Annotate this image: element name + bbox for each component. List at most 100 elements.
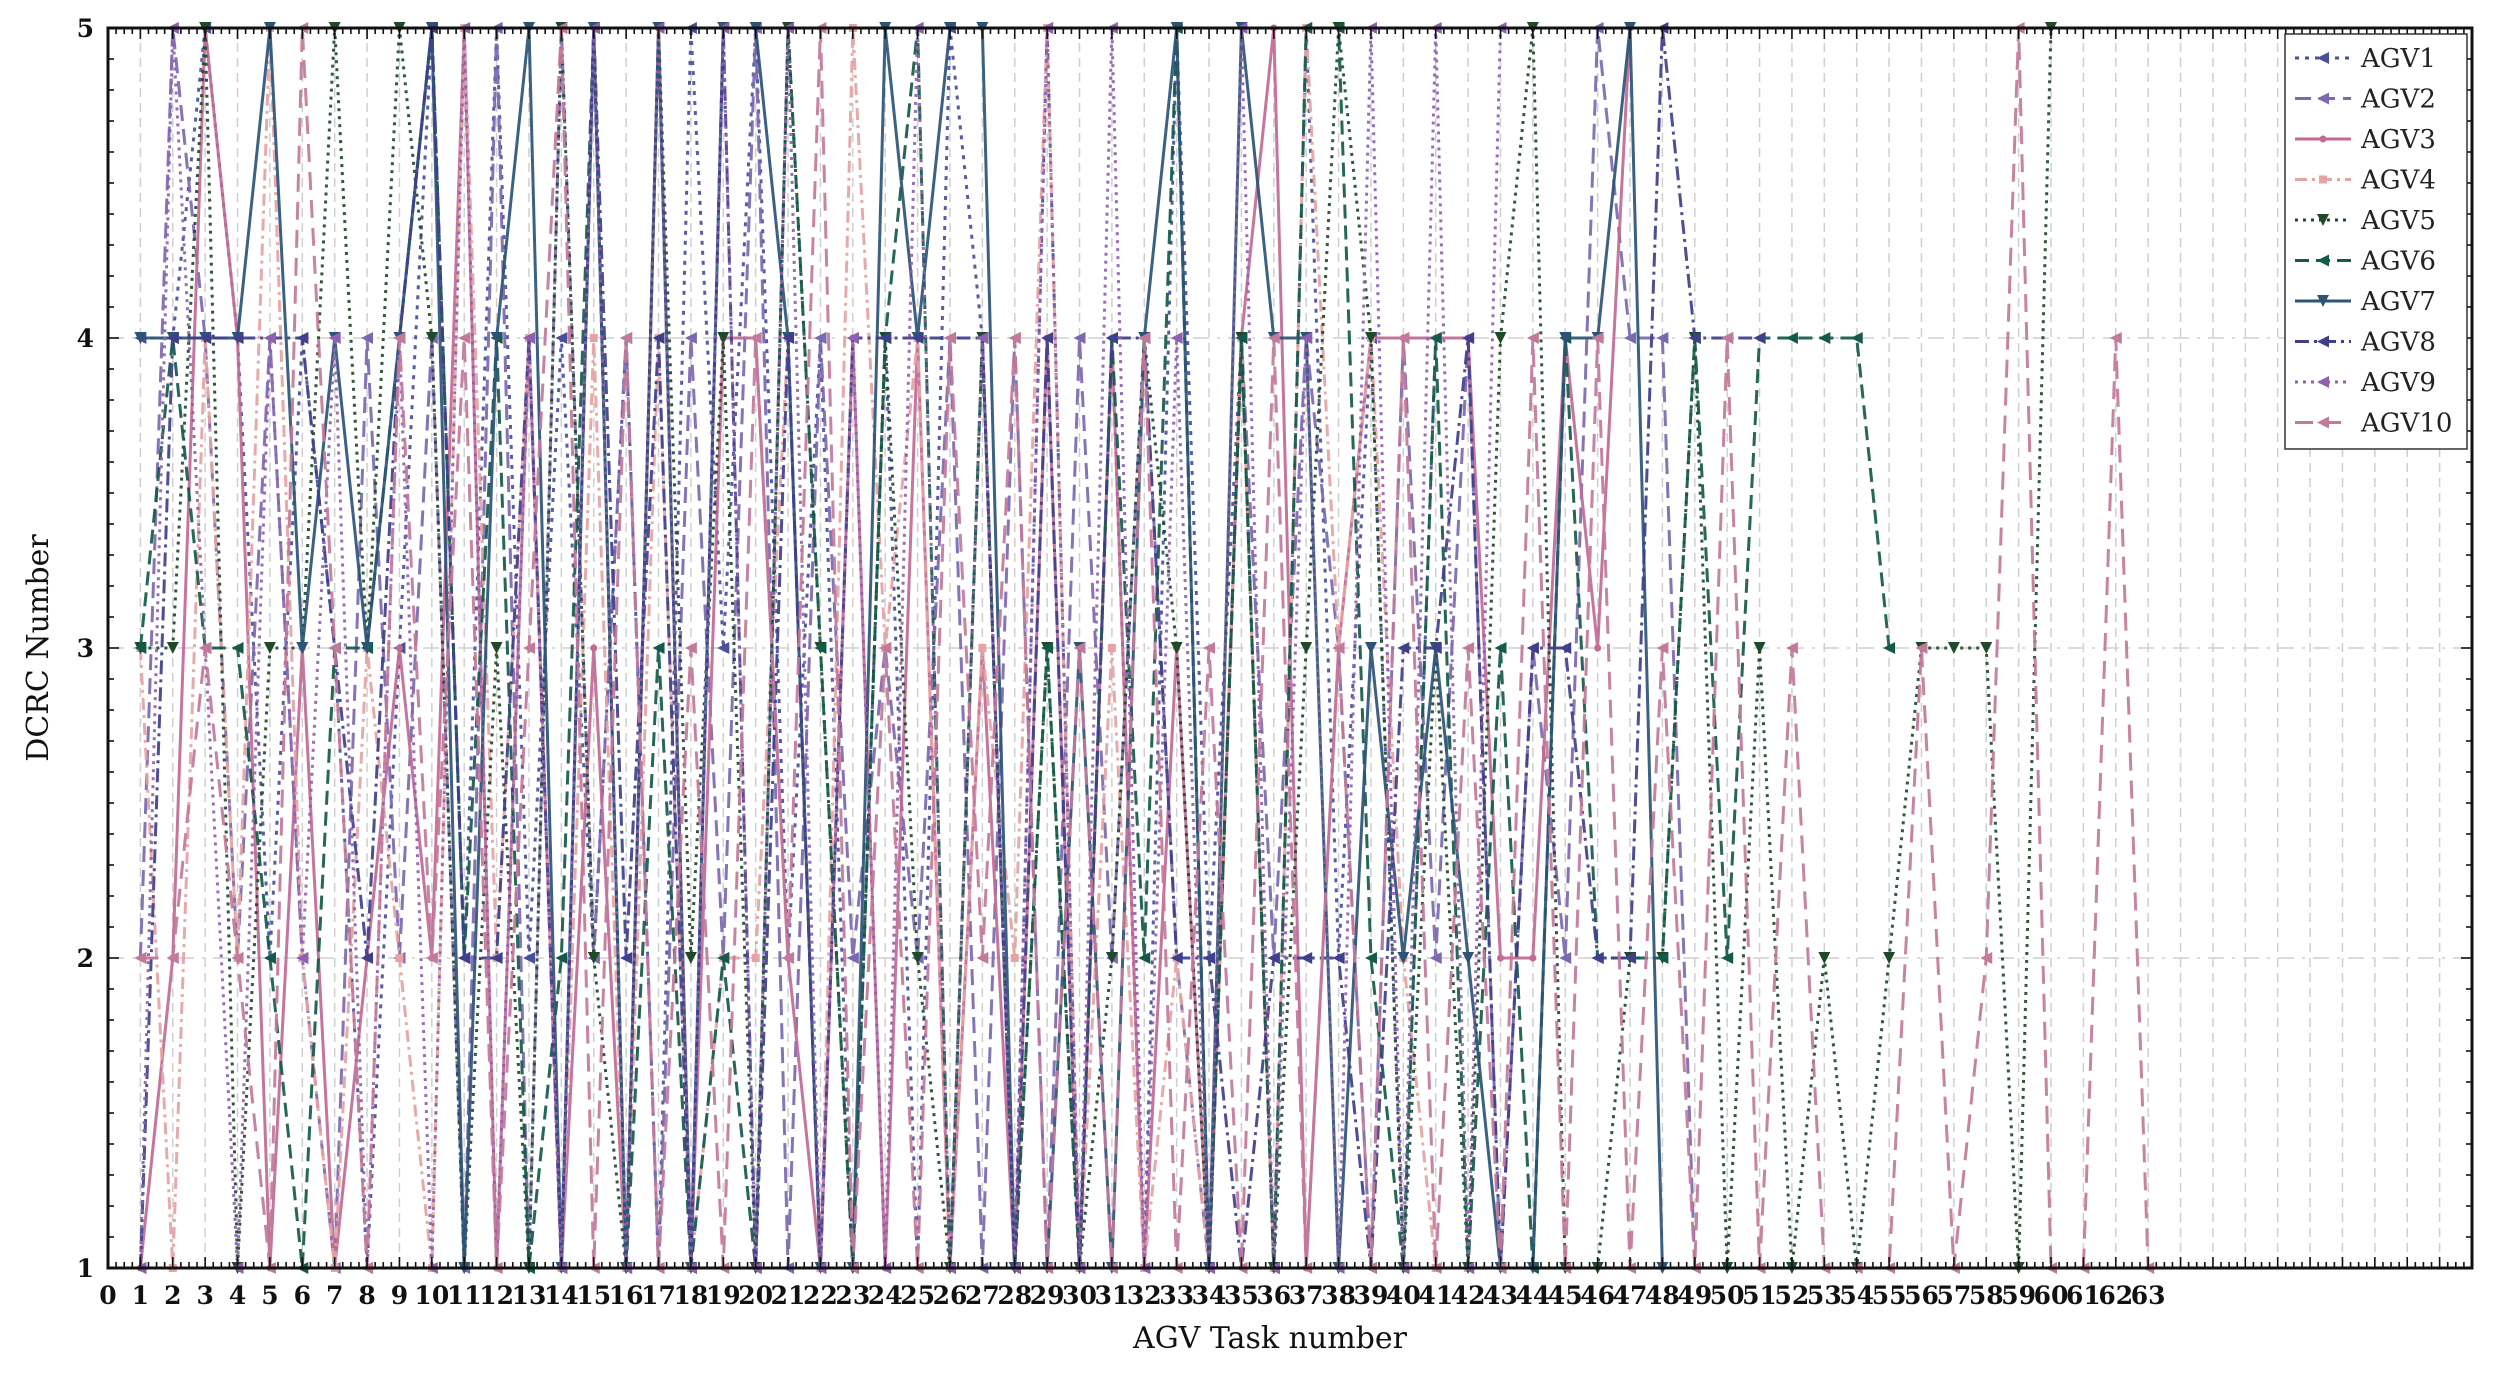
data-point-agv5 xyxy=(425,332,438,344)
data-point-agv7 xyxy=(361,642,374,654)
legend-label: AGV7 xyxy=(2360,287,2436,317)
data-point-agv10 xyxy=(328,642,341,654)
data-point-agv10 xyxy=(522,642,535,654)
x-tick-label: 19 xyxy=(706,1281,741,1310)
data-point-agv8 xyxy=(361,952,374,964)
data-point-agv6 xyxy=(555,952,568,964)
data-point-agv7 xyxy=(1559,332,1572,344)
data-point-agv5 xyxy=(911,952,924,964)
legend-box xyxy=(2284,33,2468,450)
data-point-agv5 xyxy=(1105,952,1118,964)
x-tick-label: 30 xyxy=(1062,1281,1097,1310)
data-point-agv6 xyxy=(1850,332,1863,344)
legend-marker xyxy=(2319,175,2327,184)
data-point-agv8 xyxy=(1041,332,1054,344)
data-point-agv7 xyxy=(296,642,309,654)
data-point-agv10 xyxy=(1980,952,1993,964)
data-point-agv8 xyxy=(1267,952,1280,964)
x-tick-label: 40 xyxy=(1386,1281,1421,1310)
data-point-agv2 xyxy=(361,332,374,344)
data-point-agv8 xyxy=(879,332,892,344)
data-point-agv9 xyxy=(1300,332,1313,344)
x-tick-label: 38 xyxy=(1321,1281,1356,1310)
data-point-agv3 xyxy=(1594,644,1602,652)
data-point-agv8 xyxy=(231,332,244,344)
data-point-agv6 xyxy=(717,952,730,964)
data-point-agv8 xyxy=(1591,952,1604,964)
data-point-agv6 xyxy=(1138,952,1151,964)
data-point-agv6 xyxy=(1235,332,1248,344)
data-point-agv3 xyxy=(395,644,403,652)
data-point-agv5 xyxy=(587,952,600,964)
data-point-agv8 xyxy=(782,332,795,344)
x-tick-label: 25 xyxy=(900,1281,935,1310)
data-point-agv8 xyxy=(652,332,665,344)
x-tick-label: 41 xyxy=(1418,1281,1453,1310)
legend-label: AGV3 xyxy=(2360,125,2436,155)
y-tick-labels: 1 2 3 4 5 xyxy=(77,14,94,1283)
y-tick-label: 4 xyxy=(77,324,94,353)
data-point-agv10 xyxy=(879,642,892,654)
x-tick-label: 26 xyxy=(933,1281,968,1310)
data-point-agv8 xyxy=(490,952,503,964)
x-tick-label: 35 xyxy=(1224,1281,1259,1310)
data-point-agv5 xyxy=(166,642,179,654)
data-point-agv10 xyxy=(620,332,633,344)
data-point-agv8 xyxy=(1526,642,1539,654)
y-axis-title: DCRC Number xyxy=(21,534,56,762)
x-tick-label: 34 xyxy=(1192,1281,1227,1310)
data-point-agv5 xyxy=(263,642,276,654)
x-tick-label: 8 xyxy=(358,1281,375,1310)
x-tick-label: 61 xyxy=(2066,1281,2101,1310)
data-point-agv10 xyxy=(684,642,697,654)
data-point-agv4 xyxy=(589,334,598,342)
x-tick-label: 56 xyxy=(1904,1281,1939,1310)
x-tick-label: 62 xyxy=(2098,1281,2133,1310)
legend-marker xyxy=(2317,92,2329,105)
data-point-agv8 xyxy=(1397,642,1410,654)
x-tick-label: 63 xyxy=(2131,1281,2166,1310)
data-point-agv4 xyxy=(395,954,404,962)
x-tick-label: 57 xyxy=(1936,1281,1971,1310)
x-tick-labels: 0 1 2 3 4 5 6 7 8 9 101112131415161718192021222324… xyxy=(99,1281,2165,1310)
x-tick-label: 59 xyxy=(2001,1281,2036,1310)
data-point-agv8 xyxy=(166,332,179,344)
x-tick-label: 33 xyxy=(1159,1281,1194,1310)
legend-entry: AGV1 xyxy=(2295,44,2436,74)
x-tick-label: 24 xyxy=(868,1281,903,1310)
data-point-agv9 xyxy=(522,332,535,344)
data-point-agv10 xyxy=(1332,642,1345,654)
legend-marker xyxy=(2317,295,2329,307)
data-point-agv6 xyxy=(1656,952,1669,964)
x-tick-label: 7 xyxy=(326,1281,343,1310)
data-point-agv8 xyxy=(1300,952,1313,964)
data-point-agv5 xyxy=(1300,642,1313,654)
x-tick-label: 21 xyxy=(771,1281,806,1310)
data-point-agv6 xyxy=(1041,642,1054,654)
data-point-agv5 xyxy=(717,332,730,344)
data-point-agv8 xyxy=(1753,332,1766,344)
legend-entry: AGV6 xyxy=(2295,247,2436,277)
legend-entry: AGV4 xyxy=(2295,166,2436,196)
data-point-agv10 xyxy=(1785,642,1798,654)
x-tick-label: 48 xyxy=(1645,1281,1680,1310)
x-tick-label: 3 xyxy=(196,1281,213,1310)
data-point-agv7 xyxy=(1364,642,1377,654)
series-agv10 xyxy=(134,22,2155,1274)
legend-label: AGV10 xyxy=(2360,409,2452,439)
x-tick-label: 20 xyxy=(738,1281,773,1310)
data-point-agv10 xyxy=(1915,642,1928,654)
data-point-agv8 xyxy=(1332,952,1345,964)
data-point-agv6 xyxy=(1785,332,1798,344)
data-point-agv6 xyxy=(1721,952,1734,964)
data-point-agv1 xyxy=(717,642,730,654)
legend-entry: AGV3 xyxy=(2295,125,2436,155)
legend-entry: AGV10 xyxy=(2295,409,2452,439)
data-point-agv10 xyxy=(1721,332,1734,344)
x-tick-label: 43 xyxy=(1483,1281,1518,1310)
data-point-agv6 xyxy=(1818,332,1831,344)
data-point-agv8 xyxy=(1624,952,1637,964)
x-tick-label: 37 xyxy=(1289,1281,1324,1310)
data-point-agv10 xyxy=(199,642,212,654)
x-tick-label: 58 xyxy=(1969,1281,2004,1310)
